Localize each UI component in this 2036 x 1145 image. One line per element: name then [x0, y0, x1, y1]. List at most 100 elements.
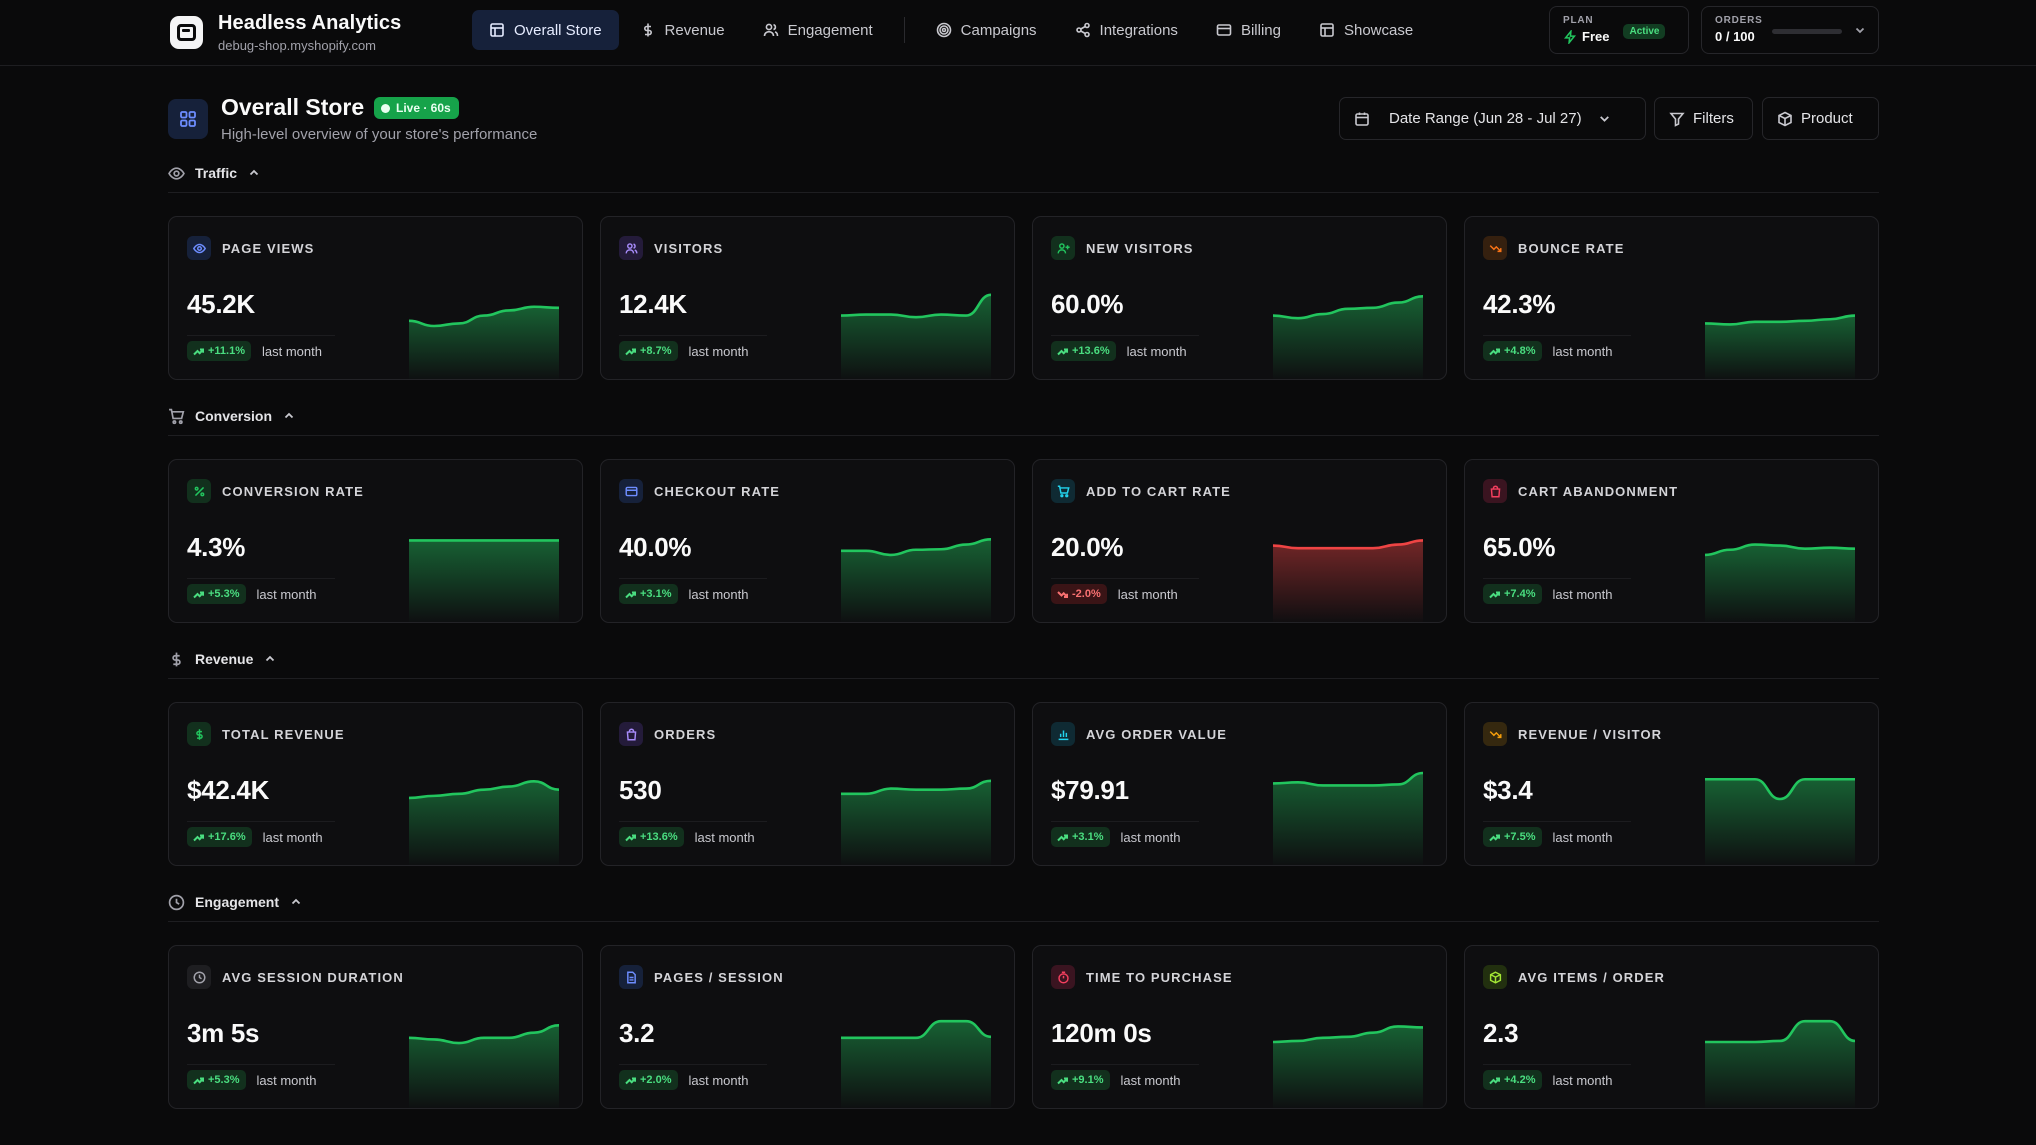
live-dot-icon: [381, 103, 390, 113]
sparkline-chart: [841, 293, 991, 379]
sparkline-line: [1273, 539, 1423, 550]
metric-card-total-revenue[interactable]: TOTAL REVENUE $42.4K +17.6% last month: [168, 702, 583, 866]
metric-card-header: CONVERSION RATE: [187, 479, 364, 503]
sparkline-line: [841, 1019, 991, 1040]
nav-overall-store[interactable]: Overall Store: [472, 10, 619, 50]
metric-sparkline: [409, 275, 559, 379]
sparkline-line: [841, 779, 991, 796]
delta-period: last month: [688, 343, 749, 359]
chevron-down-icon: [1599, 116, 1609, 122]
cart-icon: [1057, 484, 1070, 497]
section-header-traffic[interactable]: Traffic: [168, 161, 1879, 185]
metric-card-revenue-visitor[interactable]: REVENUE / VISITOR $3.4 +7.5% last month: [1464, 702, 1879, 866]
nav-engagement[interactable]: Engagement: [746, 10, 890, 50]
section-header-revenue[interactable]: Revenue: [168, 647, 1879, 671]
metric-card-avg-order-value[interactable]: AVG ORDER VALUE $79.91 +3.1% last month: [1032, 702, 1447, 866]
section-divider: [168, 678, 1879, 679]
metric-icon-badge: [619, 722, 643, 746]
metric-footer: +9.1% last month: [1051, 1070, 1180, 1090]
trend-down-icon: [1489, 244, 1502, 252]
sparkline-chart: [1705, 1019, 1855, 1108]
nav-campaigns[interactable]: Campaigns: [919, 10, 1054, 50]
metric-card-page-views[interactable]: PAGE VIEWS 45.2K +11.1% last month: [168, 216, 583, 380]
nav-revenue[interactable]: Revenue: [623, 10, 742, 50]
date-range-picker[interactable]: Date Range (Jun 28 - Jul 27): [1339, 97, 1646, 140]
orders-caption: ORDERS: [1715, 15, 1763, 26]
trend-up-icon: [1489, 348, 1500, 355]
metric-sparkline: [1705, 761, 1855, 865]
metric-card-add-to-cart-rate[interactable]: ADD TO CART RATE 20.0% -2.0% last month: [1032, 459, 1447, 623]
delta-badge: +13.6%: [1051, 341, 1116, 361]
metric-card-visitors[interactable]: VISITORS 12.4K +8.7% last month: [600, 216, 1015, 380]
metric-footer: +5.3% last month: [187, 1070, 316, 1090]
nav-showcase[interactable]: Showcase: [1302, 10, 1430, 50]
app-title: Headless Analytics: [218, 12, 402, 34]
sparkline-chart: [841, 538, 991, 622]
delta-badge: +4.8%: [1483, 341, 1542, 361]
metric-card-header: AVG ITEMS / ORDER: [1483, 965, 1665, 989]
page-subtitle: High-level overview of your store's perf…: [221, 126, 538, 143]
delta-value: +17.6%: [208, 831, 246, 843]
metric-footer: +4.8% last month: [1483, 341, 1612, 361]
metric-icon-badge: [1483, 722, 1507, 746]
metric-card-cart-abandonment[interactable]: CART ABANDONMENT 65.0% +7.4% last month: [1464, 459, 1879, 623]
metric-card-orders[interactable]: ORDERS 530 +13.6% last month: [600, 702, 1015, 866]
dollar-icon: [195, 728, 203, 740]
metric-label: ADD TO CART RATE: [1086, 483, 1231, 499]
sparkline-area: [409, 540, 559, 622]
delta-value: +2.0%: [640, 1074, 672, 1086]
orders-quota-value: 0 / 100: [1715, 29, 1755, 44]
metric-divider: [619, 821, 767, 822]
metric-icon-badge: [619, 965, 643, 989]
delta-value: +13.6%: [1072, 345, 1110, 357]
metric-card-avg-session-duration[interactable]: AVG SESSION DURATION 3m 5s +5.3% last month: [168, 945, 583, 1109]
sparkline-area: [1273, 1026, 1423, 1108]
metric-label: CONVERSION RATE: [222, 483, 364, 499]
metric-sparkline: [409, 1004, 559, 1108]
trend-up-icon: [193, 1077, 204, 1084]
sparkline-line: [409, 1024, 559, 1045]
metric-divider: [1051, 578, 1199, 579]
users-icon: [763, 23, 778, 37]
metric-footer: +3.1% last month: [619, 584, 748, 604]
delta-value: +7.4%: [1504, 588, 1536, 600]
sparkline-chart: [1273, 539, 1423, 622]
metric-sparkline: [1705, 275, 1855, 379]
metric-footer: +7.4% last month: [1483, 584, 1612, 604]
trend-up-icon: [1489, 834, 1500, 841]
brand[interactable]: Headless Analytics debug-shop.myshopify.…: [170, 12, 401, 53]
metric-sparkline: [1705, 518, 1855, 622]
nav-label: Revenue: [664, 21, 725, 39]
metric-card-new-visitors[interactable]: NEW VISITORS 60.0% +13.6% last month: [1032, 216, 1447, 380]
metric-divider: [1483, 1064, 1631, 1065]
metric-label: AVG ORDER VALUE: [1086, 726, 1227, 742]
metric-value: 60.0%: [1051, 289, 1124, 319]
metric-card-avg-items-order[interactable]: AVG ITEMS / ORDER 2.3 +4.2% last month: [1464, 945, 1879, 1109]
metric-label: VISITORS: [654, 240, 724, 256]
metric-card-header: TOTAL REVENUE: [187, 722, 345, 746]
orders-quota[interactable]: ORDERS 0 / 100: [1701, 6, 1879, 54]
metric-card-time-to-purchase[interactable]: TIME TO PURCHASE 120m 0s +9.1% last month: [1032, 945, 1447, 1109]
plan-indicator[interactable]: PLAN Free Active: [1549, 6, 1689, 54]
section-header-conversion[interactable]: Conversion: [168, 404, 1879, 428]
nav-billing[interactable]: Billing: [1199, 10, 1298, 50]
delta-value: +5.3%: [208, 1074, 240, 1086]
filters-button[interactable]: Filters: [1654, 97, 1753, 140]
metric-card-bounce-rate[interactable]: BOUNCE RATE 42.3% +4.8% last month: [1464, 216, 1879, 380]
delta-badge: +9.1%: [1051, 1070, 1110, 1090]
metric-card-conversion-rate[interactable]: CONVERSION RATE 4.3% +5.3% last month: [168, 459, 583, 623]
nav-label: Integrations: [1099, 21, 1178, 39]
metric-divider: [187, 821, 335, 822]
delta-badge: +8.7%: [619, 341, 678, 361]
metric-icon-badge: [1051, 479, 1075, 503]
nav-label: Campaigns: [960, 21, 1037, 39]
product-button[interactable]: Product: [1762, 97, 1879, 140]
section-header-engagement[interactable]: Engagement: [168, 890, 1879, 914]
delta-badge: +7.4%: [1483, 584, 1542, 604]
sparkline-line: [409, 305, 559, 328]
nav-integrations[interactable]: Integrations: [1058, 10, 1195, 50]
sparkline-area: [1705, 1021, 1855, 1108]
sparkline-chart: [1273, 295, 1423, 379]
metric-card-checkout-rate[interactable]: CHECKOUT RATE 40.0% +3.1% last month: [600, 459, 1015, 623]
metric-card-pages-session[interactable]: PAGES / SESSION 3.2 +2.0% last month: [600, 945, 1015, 1109]
